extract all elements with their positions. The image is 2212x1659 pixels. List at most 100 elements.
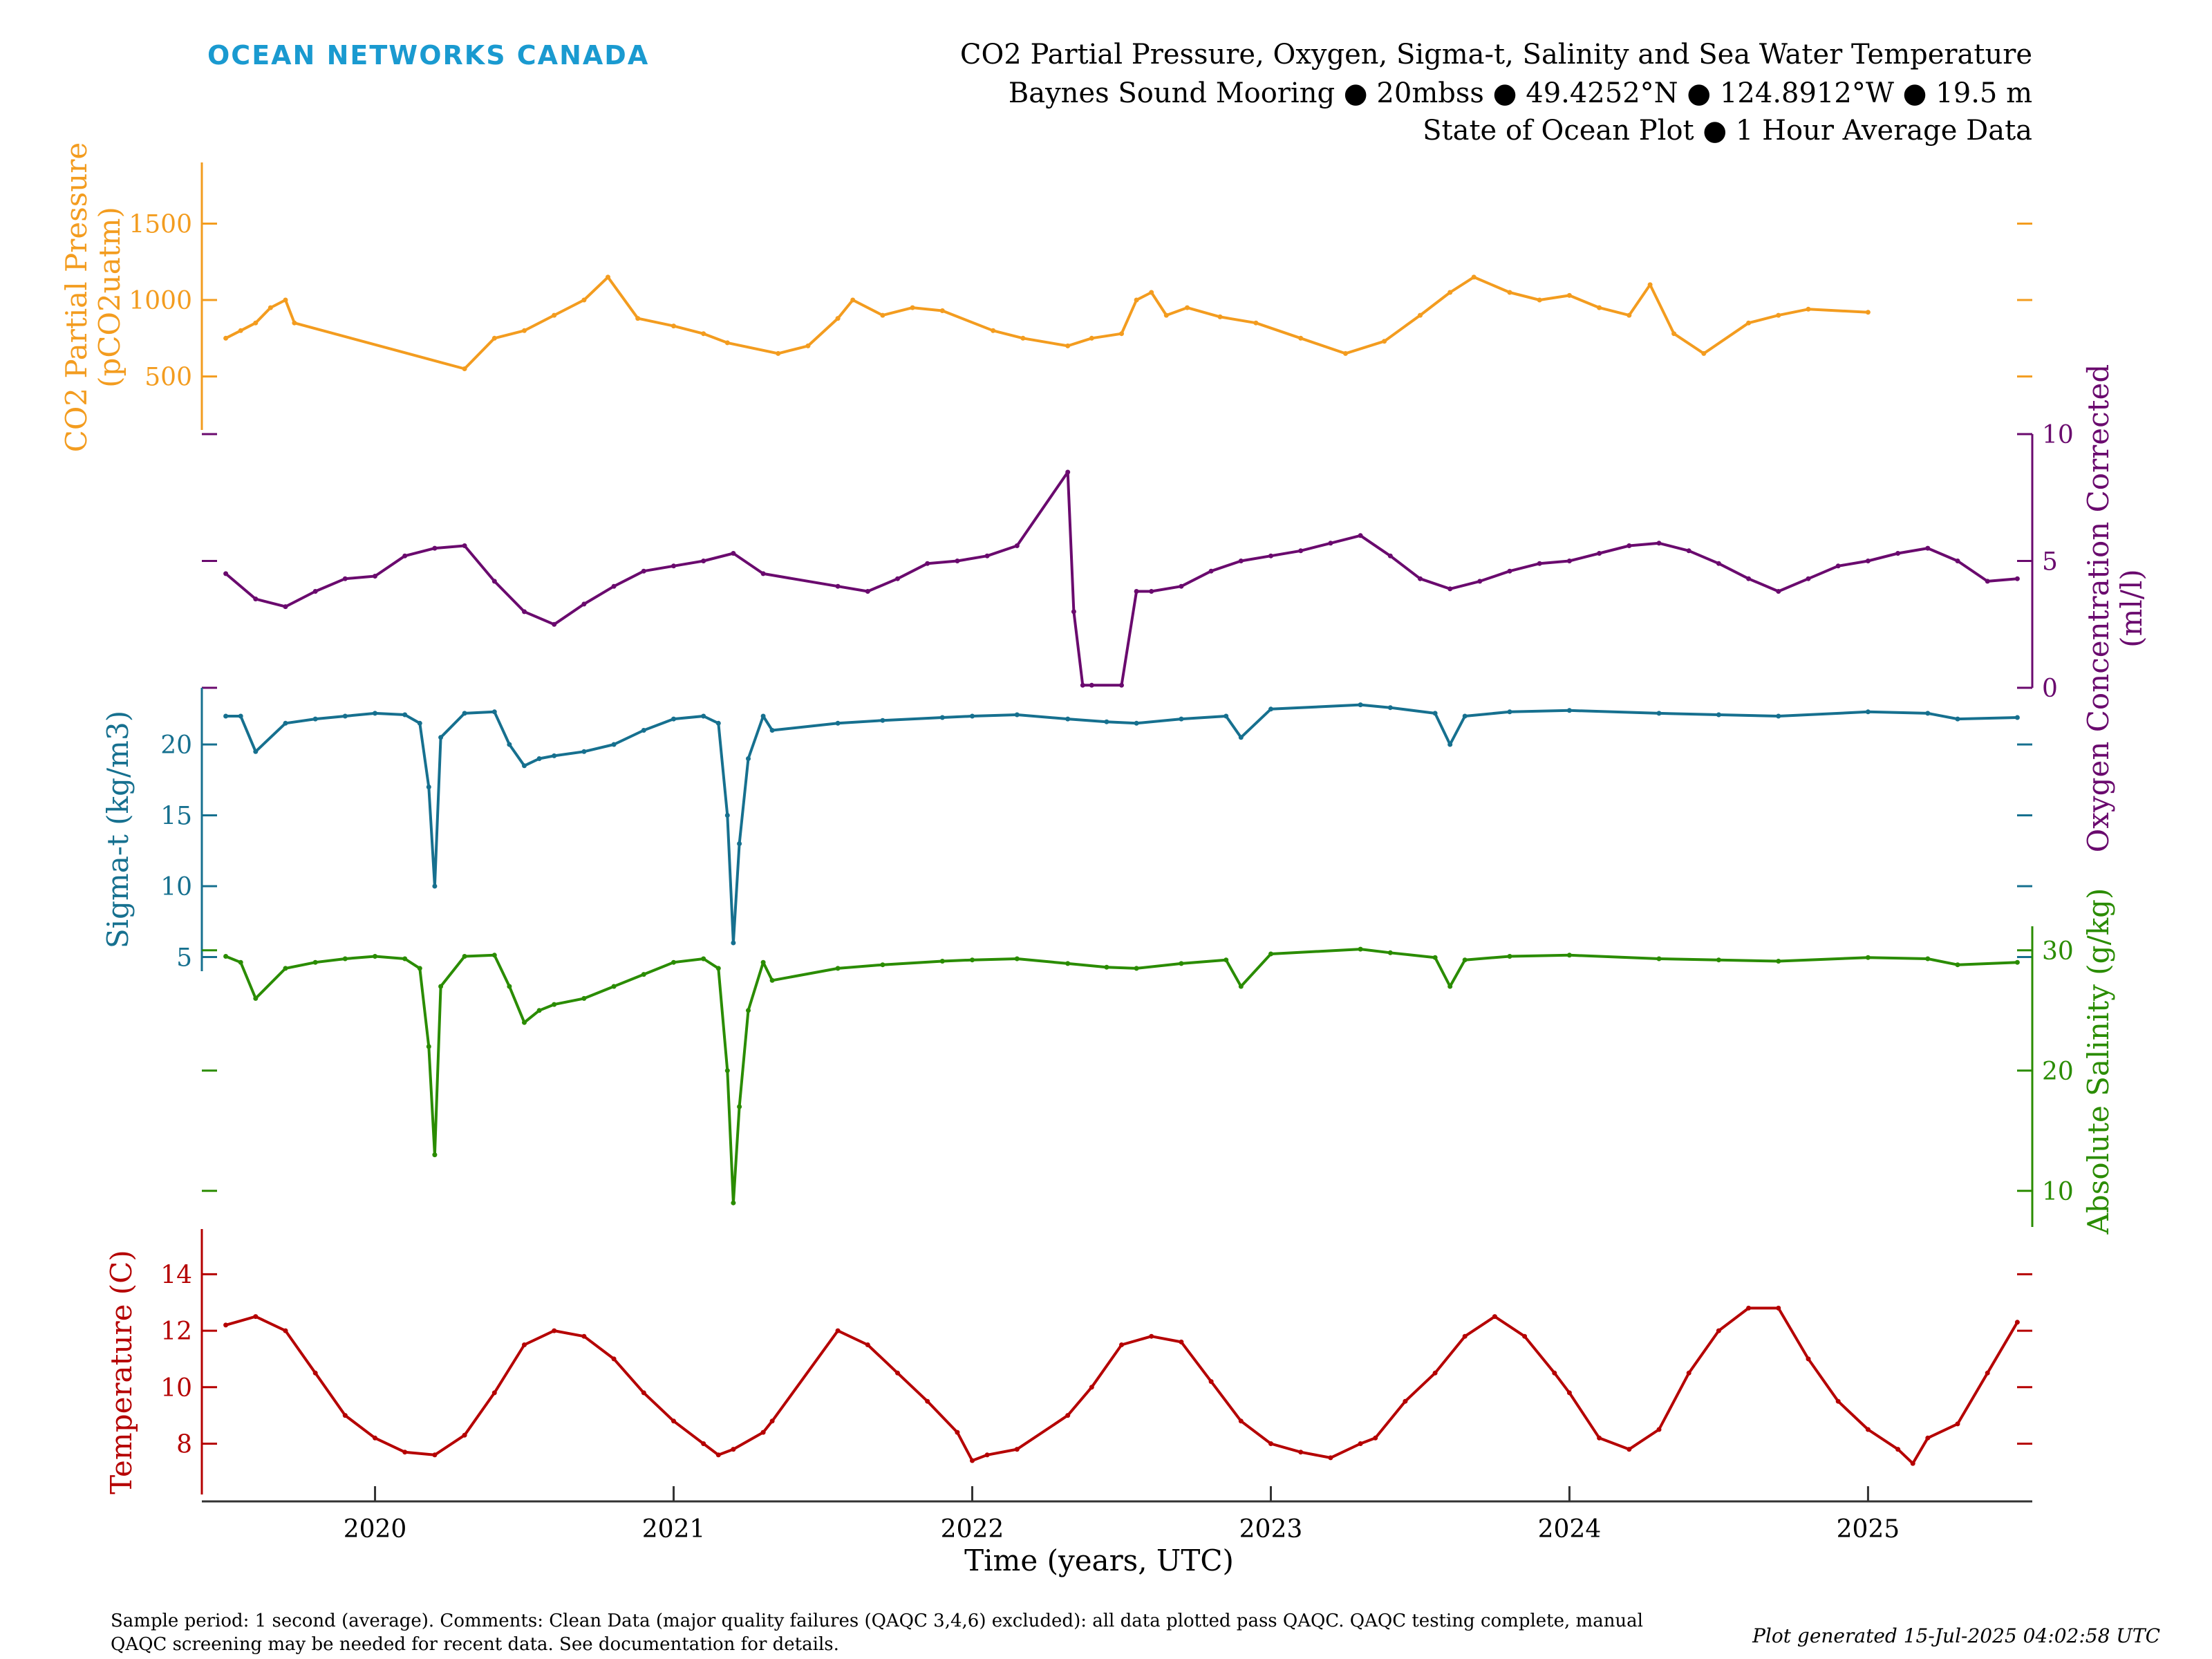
salinity-data-point <box>835 966 841 971</box>
oxygen-data-point <box>1925 545 1931 551</box>
sigma-data-point <box>1776 713 1781 719</box>
co2-data-point <box>491 335 497 341</box>
salinity-data-point <box>1955 962 1960 968</box>
oxygen-data-point <box>1089 682 1094 688</box>
salinity-data-point <box>724 1068 730 1074</box>
temperature-data-point <box>1806 1356 1811 1362</box>
sigma-data-point <box>671 716 676 722</box>
temperature-data-point <box>1208 1379 1214 1385</box>
oxygen-data-point <box>760 571 766 577</box>
temperature-data-point <box>611 1356 617 1362</box>
ocean-networks-canada-logo: OCEAN NETWORKS CANADA <box>207 40 649 71</box>
temperature-data-point <box>641 1390 646 1396</box>
oxygen-data-point <box>984 553 990 559</box>
sigma-data-point <box>1238 735 1244 740</box>
temperature-data-point <box>1403 1398 1408 1404</box>
x-tick-label: 2023 <box>1239 1515 1303 1544</box>
co2-data-point <box>283 297 288 303</box>
salinity-data-point <box>438 984 444 989</box>
co2-data-point <box>1134 297 1139 303</box>
salinity-tick-label: 30 <box>2042 937 2074 966</box>
sigma-data-point <box>769 728 775 733</box>
oxygen-data-point <box>552 621 557 627</box>
co2-data-point <box>1597 305 1602 310</box>
salinity-data-point <box>1865 955 1871 960</box>
temperature-ylabel-group: Temperature (C) <box>104 1250 138 1494</box>
oxygen-data-point <box>491 579 497 584</box>
oxygen-data-point <box>1358 533 1363 538</box>
temperature-data-point <box>1268 1441 1273 1446</box>
co2-data-point <box>1343 350 1348 356</box>
temperature-data-point <box>1373 1435 1378 1441</box>
salinity-data-point <box>283 966 288 971</box>
panel-temperature: 8 10 12 14 Temperature (C) <box>104 1229 2032 1494</box>
co2-series-line <box>225 275 1868 371</box>
co2-data-point <box>910 305 915 310</box>
sigma-data-point <box>611 742 617 747</box>
oxygen-data-point <box>1071 609 1076 615</box>
oxygen-data-point <box>1208 568 1214 574</box>
co2-data-point <box>1507 290 1512 295</box>
oxygen-data-point <box>1955 559 1960 563</box>
temperature-data-point <box>1985 1370 1990 1376</box>
temperature-data-point <box>1910 1461 1915 1466</box>
x-axis: 2020 2021 2022 2023 2024 2025 <box>202 1486 2032 1544</box>
oxygen-data-point <box>1776 589 1781 594</box>
co2-tick-label: 1000 <box>129 287 192 315</box>
salinity-data-point <box>342 956 348 962</box>
temperature-data-point <box>701 1441 706 1446</box>
co2-data-point <box>880 312 885 318</box>
oxygen-data-point <box>1566 559 1572 563</box>
temperature-data-point <box>715 1452 721 1458</box>
sigma-data-point <box>715 720 721 726</box>
oxygen-data-point <box>925 561 930 566</box>
co2-data-point <box>1149 290 1154 295</box>
temperature-series-line <box>225 1306 2019 1465</box>
x-tick-label: 2022 <box>941 1515 1004 1544</box>
salinity-tick-label: 20 <box>2042 1058 2074 1086</box>
temperature-data-point <box>1656 1427 1662 1432</box>
oxygen-data-point <box>1014 543 1020 548</box>
sigma-data-point <box>701 713 706 719</box>
salinity-data-point <box>671 959 676 965</box>
salinity-data-point <box>701 956 706 962</box>
sigma-data-point <box>426 785 431 789</box>
footer-comment-line2: QAQC screening may be needed for recent … <box>111 1634 839 1655</box>
temperature-tick-label: 12 <box>160 1318 192 1346</box>
sigma-data-point <box>1716 712 1721 718</box>
salinity-data-point <box>462 954 467 959</box>
sigma-data-point <box>1134 720 1139 726</box>
salinity-data-point <box>1656 956 1662 962</box>
chart-title: CO2 Partial Pressure, Oxygen, Sigma-t, S… <box>960 39 2032 71</box>
co2-ylabel-group: CO2 Partial Pressure (pCO2uatm) <box>59 142 126 453</box>
sigma-data-point <box>312 716 318 722</box>
salinity-data-point <box>1716 957 1721 963</box>
salinity-data-point <box>1462 957 1468 963</box>
temperature-data-point <box>522 1342 527 1347</box>
oxygen-data-point <box>462 543 467 548</box>
sigma-data-point <box>1462 713 1468 719</box>
chart-subtitle-plot-type: State of Ocean Plot ● 1 Hour Average Dat… <box>1423 115 2032 147</box>
salinity-data-point <box>715 966 721 971</box>
co2-data-point <box>1298 335 1304 341</box>
sigma-data-point <box>417 720 422 726</box>
co2-data-point <box>1671 331 1677 337</box>
temperature-data-point <box>1492 1314 1497 1320</box>
co2-data-point <box>1418 312 1423 318</box>
co2-data-point <box>268 305 273 310</box>
salinity-data-point <box>223 954 229 959</box>
oxygen-ylabel-units: (ml/l) <box>2115 569 2148 648</box>
sigma-data-point <box>641 728 646 733</box>
oxygen-data-point <box>865 589 870 594</box>
temperature-data-point <box>1776 1305 1781 1311</box>
temperature-data-point <box>1925 1435 1931 1441</box>
temperature-data-point <box>1597 1435 1602 1441</box>
salinity-data-point <box>611 984 617 989</box>
co2-data-point <box>1447 290 1453 295</box>
co2-data-point <box>238 328 243 333</box>
co2-data-point <box>292 320 297 326</box>
co2-tick-label: 500 <box>144 364 192 392</box>
temperature-data-point <box>1238 1418 1244 1424</box>
sigma-data-point <box>1358 702 1363 708</box>
